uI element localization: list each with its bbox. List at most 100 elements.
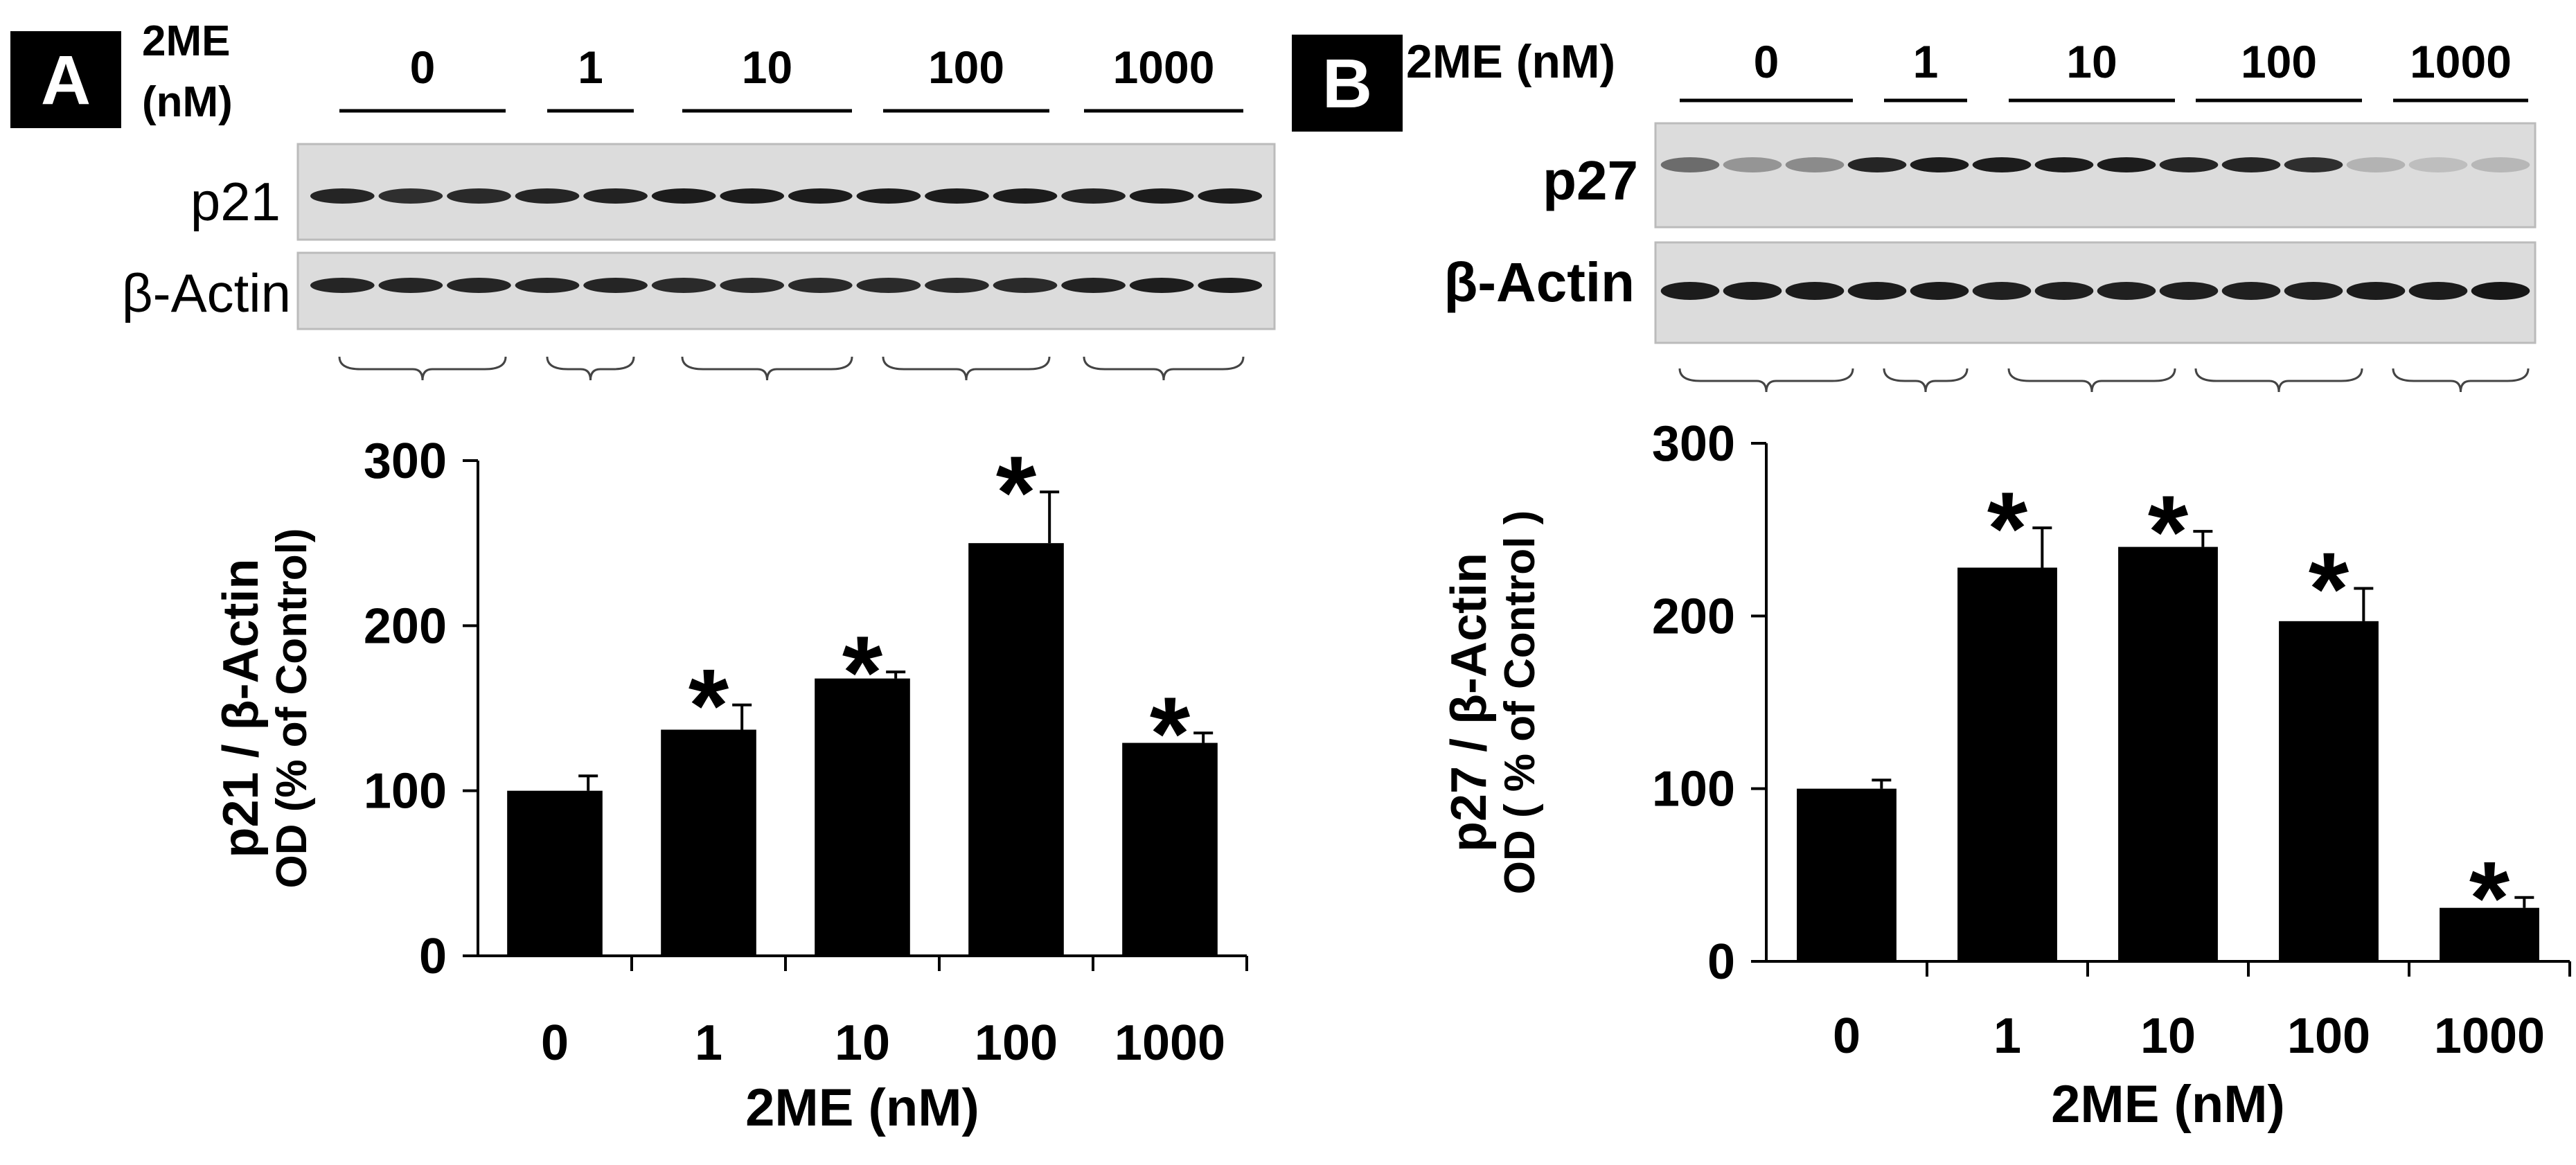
blot-band (1061, 278, 1126, 293)
lane-group-brace (1883, 368, 1969, 393)
blot-band (1723, 157, 1782, 172)
significance-marker: * (1150, 675, 1191, 792)
panel-a-row-label-p21: p21 (190, 171, 281, 232)
blot-band (2159, 282, 2219, 300)
lane-group-label: 100 (928, 42, 1004, 93)
blot-band (2284, 157, 2343, 172)
panel-b-row-label-actin: β-Actin (1444, 251, 1635, 313)
blot-band (310, 188, 375, 204)
lane-group-brace (2392, 368, 2530, 393)
y-tick-label: 100 (1652, 762, 1735, 817)
blot-band (993, 278, 1058, 293)
y-tick-label: 300 (364, 434, 447, 489)
y-axis-subtitle: OD (% of Control) (268, 528, 316, 888)
lane-group-brace (2194, 368, 2363, 393)
blot-band (1847, 157, 1907, 172)
blot-band (1061, 188, 1126, 204)
panel-a-lane-groups: 0 1 10 100 1000 (339, 42, 1243, 113)
y-axis-title: p27 / β-Actin (1441, 553, 1497, 852)
panel-b-row-label-p27: p27 (1543, 150, 1638, 211)
blot-band (583, 278, 648, 293)
panel-b-lane-groups: 0 1 10 100 1000 (1680, 36, 2528, 103)
y-tick-label: 0 (419, 929, 447, 984)
y-axis-title: p21 / β-Actin (213, 559, 269, 858)
y-axis-subtitle: OD ( % of Control ) (1496, 510, 1544, 894)
y-tick-label: 200 (1652, 589, 1735, 644)
panel-b-actin-bands (1660, 282, 2530, 300)
panel-a-row-label-actin: β-Actin (122, 263, 291, 323)
lane-group-brace (338, 356, 507, 381)
blot-band (1972, 282, 2032, 300)
bar (1122, 742, 1218, 956)
blot-band (1660, 157, 1720, 172)
y-tick-label: 100 (364, 764, 447, 819)
panel-a-p21-bands (310, 188, 1263, 204)
blot-band (1198, 278, 1263, 293)
blot-band (447, 188, 511, 204)
panel-a-treatment-label-line2: (nM) (142, 78, 233, 126)
blot-band (788, 278, 853, 293)
panel-b-lane-braces (1678, 368, 2530, 393)
panel-a-bar-chart: 0 100 200 300 0 * 1 * 10 * 100 * 1000 2ME (nM) p21 / β… (213, 434, 1248, 1137)
lane-group-label: 0 (410, 42, 436, 93)
blot-band (2097, 282, 2156, 300)
x-tick-label: 10 (2140, 1008, 2196, 1064)
significance-marker: * (2148, 474, 2189, 590)
lane-group-brace (1678, 368, 1854, 393)
blot-band (1723, 282, 1782, 300)
panel-a-blot-membrane-p21 (296, 143, 1276, 241)
lane-group-label: 1000 (2410, 36, 2512, 87)
panel-b-blot: B 2ME (nM) 0 1 10 100 1000 p27 β-Actin (1292, 35, 2537, 393)
panel-b-label-box (1292, 35, 1403, 132)
lane-group-brace (1083, 356, 1245, 381)
bar (1957, 567, 2057, 961)
blot-band (993, 188, 1058, 204)
significance-marker: * (1987, 470, 2028, 587)
blot-band (2097, 157, 2156, 172)
y-tick-label: 200 (364, 598, 447, 654)
blot-band (1129, 278, 1194, 293)
blot-band (2408, 282, 2468, 300)
y-tick-label: 0 (1707, 934, 1735, 990)
x-tick-label: 100 (2287, 1008, 2370, 1064)
blot-band (720, 188, 785, 204)
panel-a-treatment-label-line1: 2ME (142, 17, 230, 65)
lane-group-label: 10 (742, 42, 792, 93)
significance-marker: * (689, 647, 729, 763)
x-tick-label: 100 (975, 1015, 1058, 1071)
significance-marker: * (996, 434, 1037, 551)
bar (968, 543, 1064, 956)
x-axis-title: 2ME (nM) (2051, 1075, 2285, 1134)
blot-band (925, 278, 989, 293)
blot-band (720, 278, 785, 293)
panel-a-actin-bands (310, 278, 1263, 293)
blot-band (1785, 282, 1845, 300)
panel-b-label: B (1322, 45, 1372, 123)
x-tick-label: 1 (695, 1015, 722, 1071)
bar (2118, 546, 2218, 961)
x-axis-title: 2ME (nM) (745, 1078, 979, 1137)
panel-b-treatment-label: 2ME (nM) (1406, 35, 1615, 88)
blot-band (2346, 282, 2406, 300)
blot-band (2159, 157, 2219, 172)
blot-band (1910, 282, 1969, 300)
blot-band (2284, 282, 2343, 300)
blot-band (378, 278, 443, 293)
blot-band (2221, 157, 2281, 172)
blot-band (856, 188, 921, 204)
blot-band (583, 188, 648, 204)
x-tick-label: 0 (1833, 1008, 1860, 1064)
blot-band (2471, 157, 2530, 172)
blot-band (1129, 188, 1194, 204)
lane-group-label: 10 (2066, 36, 2117, 87)
blot-band (515, 188, 580, 204)
x-tick-label: 1 (1993, 1008, 2021, 1064)
lane-group-label: 0 (1754, 36, 1779, 87)
blot-band (2471, 282, 2530, 300)
blot-band (856, 278, 921, 293)
bar (1797, 788, 1897, 961)
panel-a-blot-membrane-actin (296, 251, 1276, 330)
lane-group-label: 1 (1913, 36, 1939, 87)
y-tick-label: 300 (1652, 416, 1735, 472)
panel-a-label-box (10, 31, 121, 128)
